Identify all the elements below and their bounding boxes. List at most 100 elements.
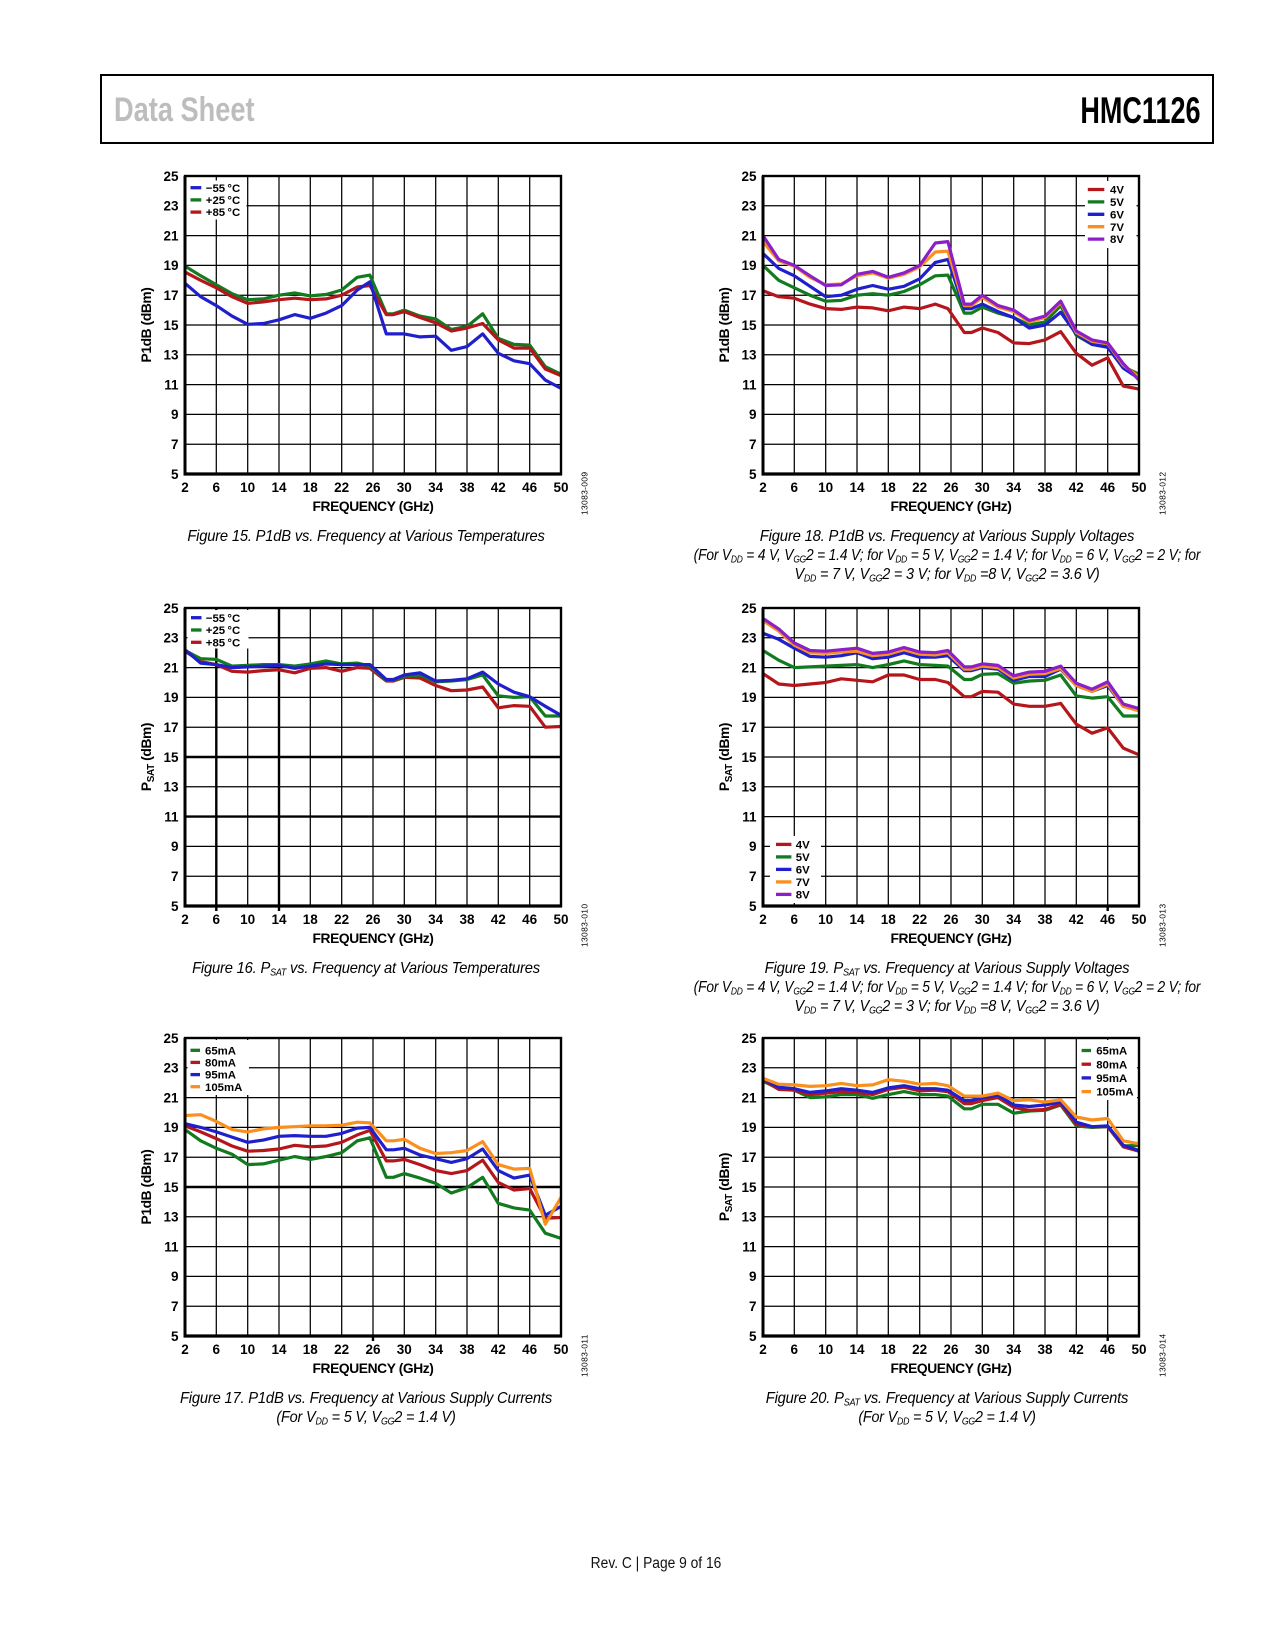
svg-text:FREQUENCY (GHz): FREQUENCY (GHz) bbox=[891, 1361, 1012, 1376]
svg-text:5: 5 bbox=[170, 1329, 178, 1344]
svg-text:65mA: 65mA bbox=[1096, 1046, 1127, 1058]
svg-text:38: 38 bbox=[1037, 1342, 1053, 1357]
svg-text:30: 30 bbox=[975, 912, 990, 927]
svg-text:38: 38 bbox=[1037, 912, 1053, 927]
svg-text:46: 46 bbox=[1100, 480, 1116, 495]
svg-text:21: 21 bbox=[741, 228, 757, 243]
svg-text:7: 7 bbox=[749, 437, 757, 452]
svg-text:6: 6 bbox=[212, 912, 220, 927]
svg-text:80mA: 80mA bbox=[205, 1058, 236, 1070]
svg-text:6: 6 bbox=[791, 1342, 799, 1357]
svg-text:34: 34 bbox=[1006, 912, 1022, 927]
svg-text:95mA: 95mA bbox=[205, 1070, 236, 1082]
svg-text:50: 50 bbox=[553, 1342, 568, 1357]
svg-text:9: 9 bbox=[749, 1269, 757, 1284]
svg-text:6V: 6V bbox=[796, 865, 810, 877]
svg-text:6: 6 bbox=[791, 480, 799, 495]
svg-text:46: 46 bbox=[522, 1342, 538, 1357]
svg-text:80mA: 80mA bbox=[1096, 1059, 1127, 1071]
svg-text:17: 17 bbox=[163, 288, 178, 303]
svg-text:14: 14 bbox=[849, 912, 865, 927]
svg-text:14: 14 bbox=[271, 1342, 287, 1357]
svg-text:2: 2 bbox=[181, 912, 189, 927]
svg-text:5V: 5V bbox=[1110, 197, 1124, 209]
svg-text:50: 50 bbox=[1131, 912, 1146, 927]
svg-text:15: 15 bbox=[741, 318, 757, 333]
svg-text:42: 42 bbox=[1069, 480, 1084, 495]
svg-text:2: 2 bbox=[181, 1342, 189, 1357]
svg-text:42: 42 bbox=[1069, 1342, 1084, 1357]
svg-text:+85 °C: +85 °C bbox=[205, 207, 239, 219]
svg-text:22: 22 bbox=[912, 912, 927, 927]
svg-text:FREQUENCY (GHz): FREQUENCY (GHz) bbox=[891, 499, 1012, 514]
svg-text:7: 7 bbox=[170, 1299, 178, 1314]
svg-text:30: 30 bbox=[396, 912, 411, 927]
svg-text:11: 11 bbox=[742, 377, 757, 392]
svg-text:30: 30 bbox=[975, 1342, 990, 1357]
svg-text:FREQUENCY (GHz): FREQUENCY (GHz) bbox=[891, 931, 1012, 946]
svg-text:13083-010: 13083-010 bbox=[579, 904, 589, 947]
svg-text:10: 10 bbox=[818, 480, 833, 495]
svg-text:26: 26 bbox=[943, 1342, 959, 1357]
svg-text:42: 42 bbox=[1069, 912, 1084, 927]
svg-text:15: 15 bbox=[741, 750, 757, 765]
svg-text:+25 °C: +25 °C bbox=[205, 625, 239, 637]
svg-text:38: 38 bbox=[1037, 480, 1053, 495]
svg-text:17: 17 bbox=[741, 288, 756, 303]
svg-text:10: 10 bbox=[240, 1342, 255, 1357]
svg-text:18: 18 bbox=[302, 1342, 318, 1357]
svg-text:9: 9 bbox=[170, 407, 178, 422]
svg-text:19: 19 bbox=[163, 1120, 178, 1135]
svg-text:5: 5 bbox=[170, 899, 178, 914]
svg-text:18: 18 bbox=[881, 480, 897, 495]
svg-text:13: 13 bbox=[741, 348, 757, 363]
svg-text:14: 14 bbox=[849, 1342, 865, 1357]
svg-text:25: 25 bbox=[741, 601, 757, 616]
svg-text:65mA: 65mA bbox=[205, 1045, 236, 1057]
svg-text:46: 46 bbox=[1100, 1342, 1116, 1357]
svg-text:38: 38 bbox=[459, 912, 475, 927]
svg-text:19: 19 bbox=[741, 690, 756, 705]
svg-text:−55 °C: −55 °C bbox=[205, 613, 239, 625]
svg-text:23: 23 bbox=[741, 199, 757, 214]
svg-text:4V: 4V bbox=[1110, 185, 1124, 197]
svg-text:22: 22 bbox=[912, 1342, 927, 1357]
svg-text:34: 34 bbox=[1006, 480, 1022, 495]
svg-text:11: 11 bbox=[164, 809, 179, 824]
svg-text:9: 9 bbox=[170, 839, 178, 854]
svg-text:50: 50 bbox=[553, 480, 568, 495]
svg-text:PSAT (dBm): PSAT (dBm) bbox=[717, 723, 735, 791]
svg-text:95mA: 95mA bbox=[1096, 1073, 1127, 1085]
svg-text:22: 22 bbox=[912, 480, 927, 495]
svg-text:13: 13 bbox=[741, 780, 757, 795]
svg-text:22: 22 bbox=[334, 480, 349, 495]
svg-text:17: 17 bbox=[741, 1150, 756, 1165]
svg-text:50: 50 bbox=[1131, 1342, 1146, 1357]
svg-text:5: 5 bbox=[170, 467, 178, 482]
svg-text:2: 2 bbox=[759, 1342, 767, 1357]
svg-text:21: 21 bbox=[741, 660, 757, 675]
svg-text:13083-012: 13083-012 bbox=[1158, 472, 1168, 515]
svg-text:13: 13 bbox=[163, 348, 179, 363]
svg-text:5: 5 bbox=[749, 899, 757, 914]
svg-text:10: 10 bbox=[818, 912, 833, 927]
svg-text:9: 9 bbox=[170, 1269, 178, 1284]
svg-text:4V: 4V bbox=[796, 840, 810, 852]
svg-text:11: 11 bbox=[164, 1239, 179, 1254]
svg-text:42: 42 bbox=[490, 480, 505, 495]
svg-text:21: 21 bbox=[163, 1090, 179, 1105]
svg-text:13: 13 bbox=[163, 780, 179, 795]
svg-text:6: 6 bbox=[212, 480, 220, 495]
svg-text:105mA: 105mA bbox=[1096, 1087, 1133, 1099]
svg-text:50: 50 bbox=[553, 912, 568, 927]
svg-text:30: 30 bbox=[396, 1342, 411, 1357]
svg-text:30: 30 bbox=[975, 480, 990, 495]
svg-text:+25 °C: +25 °C bbox=[205, 195, 239, 207]
svg-text:15: 15 bbox=[163, 750, 179, 765]
svg-text:2: 2 bbox=[759, 480, 767, 495]
svg-text:18: 18 bbox=[302, 480, 318, 495]
svg-text:13083-011: 13083-011 bbox=[579, 1334, 589, 1377]
svg-text:6: 6 bbox=[791, 912, 799, 927]
svg-text:50: 50 bbox=[1131, 480, 1146, 495]
svg-text:19: 19 bbox=[741, 1120, 756, 1135]
